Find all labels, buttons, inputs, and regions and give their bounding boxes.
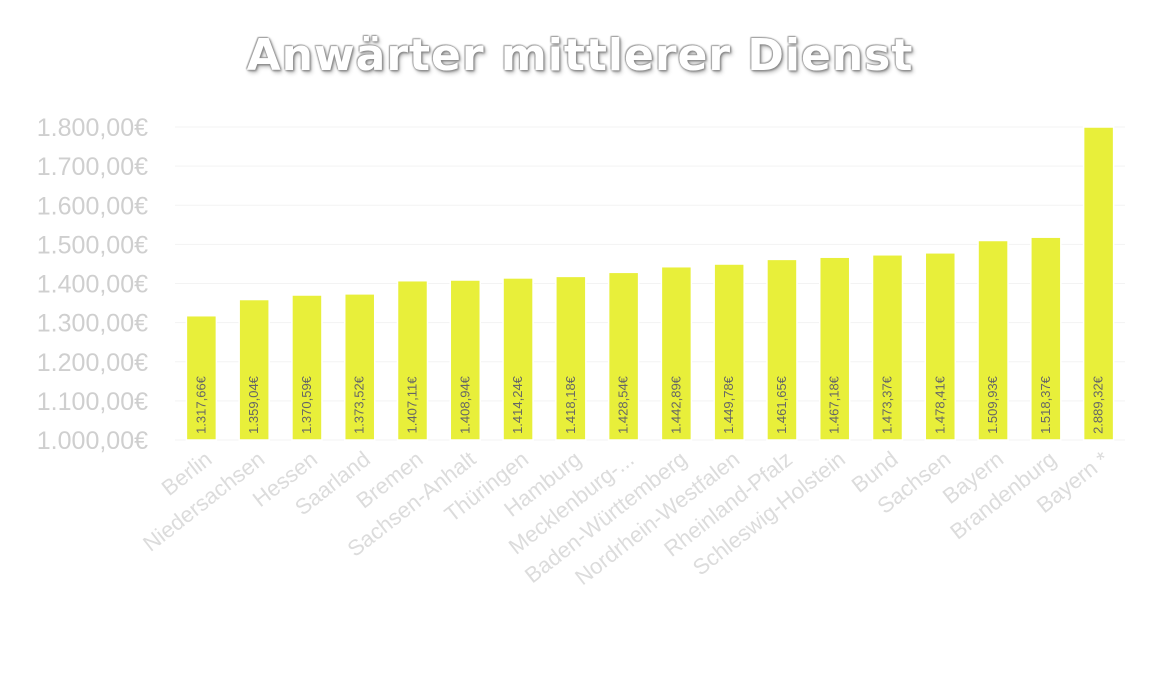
bar: [1082, 126, 1115, 441]
chart-title: Anwärter mittlerer Dienst: [246, 30, 914, 81]
bar-value-label: 1.414,24€: [510, 375, 525, 434]
bar-value-label: 1.473,37€: [880, 375, 895, 434]
bar: [977, 239, 1009, 441]
bar: [766, 258, 798, 441]
y-tick-label: 1.000,00€: [37, 427, 148, 455]
bar-value-label: 1.407,11€: [405, 376, 420, 434]
bar: [924, 252, 957, 441]
bar: [449, 279, 482, 441]
bar: [713, 263, 745, 441]
bar-value-label: 1.408,94€: [457, 375, 472, 434]
bar-value-label: 1.373,52€: [352, 375, 367, 434]
bar-value-label: 1.518,37€: [1038, 375, 1053, 434]
y-tick-label: 1.500,00€: [37, 231, 148, 259]
bar-value-label: 1.418,18€: [563, 375, 578, 434]
bar-value-label: 1.478,41€: [932, 375, 947, 434]
bar: [1030, 236, 1062, 441]
y-tick-label: 1.700,00€: [37, 153, 148, 181]
bar-value-label: 1.467,18€: [827, 375, 842, 434]
y-tick-label: 1.200,00€: [37, 349, 148, 377]
bar: [660, 265, 693, 441]
bar: [185, 314, 218, 441]
bar-value-label: 1.359,04€: [246, 375, 261, 434]
bar-value-label: 1.461,65€: [774, 375, 789, 434]
bar-value-label: 1.317,66€: [193, 375, 208, 434]
bar-value-label: 1.428,54€: [616, 375, 631, 434]
y-tick-label: 1.100,00€: [37, 388, 148, 416]
bar: [607, 271, 640, 441]
bar: [818, 256, 851, 441]
x-axis: BerlinNiedersachsenHessenSaarlandBremenS…: [138, 446, 1114, 590]
grid-layer: [175, 126, 1125, 441]
bar-value-label: 1.442,89€: [668, 375, 683, 434]
data-labels: 1.317,66€ 1.359,04€ 1.370,59€ 1.373,52€ 1.40…: [193, 375, 1105, 434]
bar: [555, 275, 587, 441]
bar: [291, 294, 323, 441]
y-tick-label: 1.300,00€: [37, 310, 148, 338]
bars: [185, 126, 1115, 441]
bar: [871, 254, 904, 441]
bar: [238, 298, 270, 441]
y-axis: 1.000,00€ 1.100,00€ 1.200,00€ 1.300,00€ 1.40…: [37, 114, 148, 455]
bar-value-label: 1.509,93€: [985, 375, 1000, 434]
bar: [343, 293, 376, 441]
bar: [396, 279, 429, 441]
bar-value-label: 1.370,59€: [299, 375, 314, 434]
y-tick-label: 1.800,00€: [37, 114, 148, 142]
bar: [502, 277, 534, 441]
bar-value-label: 1.449,78€: [721, 375, 736, 434]
bar-value-label: 2.889,32€: [1091, 375, 1106, 434]
y-tick-label: 1.400,00€: [37, 271, 148, 299]
y-tick-label: 1.600,00€: [37, 192, 148, 220]
